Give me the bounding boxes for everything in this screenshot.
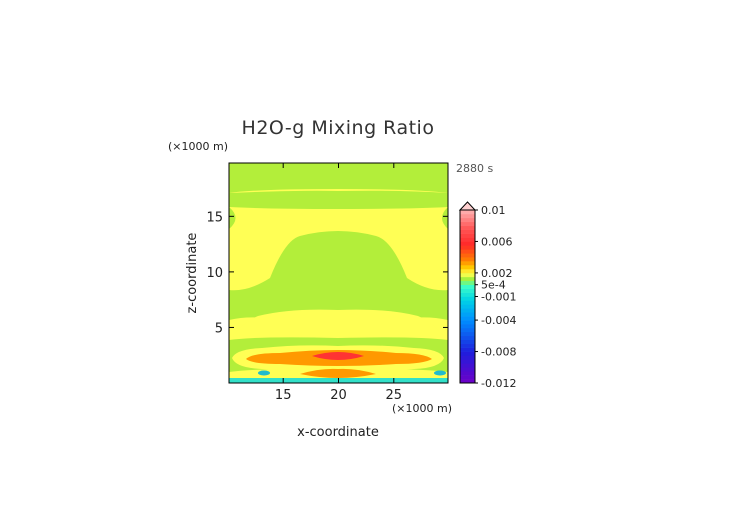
colorbar-swatch [460,284,475,289]
field-region-left-lobe [229,207,236,229]
colorbar-label: 0.006 [481,235,513,248]
colorbar-swatch [460,371,475,376]
colorbar-swatch [460,367,475,372]
colorbar-swatch [460,292,475,297]
colorbar-label: -0.004 [481,314,516,327]
x-tick-label: 25 [386,388,403,403]
field-region-dome [229,231,448,320]
field-region-cyan-left [258,370,270,376]
colorbar-swatch [460,375,475,380]
colorbar-swatch [460,343,475,348]
colorbar-swatch [460,339,475,344]
y-axis-label: z-coordinate [185,233,200,314]
colorbar-swatch [460,312,475,317]
colorbar-swatch [460,245,475,250]
y-axis: 5 10 15 [206,210,448,336]
colorbar-swatch [460,359,475,364]
colorbar-swatch [460,217,475,223]
colorbar-swatch [460,335,475,341]
field-region-top-bump [310,163,366,174]
field-region-red-core [312,352,364,360]
field-region-right-lobe [442,207,448,229]
colorbar-swatch [460,280,475,286]
colorbar-swatch [460,268,475,274]
field-region-inner-yellow [232,309,444,342]
colorbar-swatch [460,233,475,238]
colorbar-swatch [460,229,475,234]
colorbar-swatch [460,300,475,305]
colorbar-swatch [460,351,475,356]
x-scale-note: (×1000 m) [392,402,452,415]
colorbar-swatch [460,316,475,321]
colorbar-swatch [460,347,475,352]
time-label: 2880 s [456,162,493,175]
x-tick-label: 20 [330,388,347,403]
colorbar-swatch [460,210,475,215]
colorbar-swatch [460,241,475,246]
field-region-upper-band [229,190,448,209]
colorbar-label: -0.012 [481,377,516,390]
colorbar-swatch [460,296,475,301]
chart-title: H2O-g Mixing Ratio [242,117,435,139]
colorbar-label: -0.001 [481,291,516,304]
colorbar-swatch [460,331,475,337]
field-region-cyan-right [434,370,446,376]
colorbar-label: 5e-4 [481,279,506,292]
colorbar-swatch [460,288,475,293]
colorbar-max-arrow [458,201,477,211]
x-tick-label: 15 [275,388,292,403]
field-region-top-band [229,163,448,193]
colorbar-swatch [460,265,475,270]
colorbar-swatch [460,261,475,266]
colorbar-swatch [460,213,475,219]
colorbar-swatch [460,304,475,309]
colorbar-label: 0.002 [481,267,513,280]
field-region-bottom-orange [300,368,376,378]
y-tick-label: 5 [215,321,223,336]
colorbar-swatch [460,272,475,278]
colorbar-swatch [460,379,475,384]
colorbar-swatch [460,221,475,227]
y-tick-label: 10 [206,266,223,281]
colorbar-swatch [460,276,475,282]
y-scale-note: (×1000 m) [168,140,228,153]
y-tick-label: 15 [206,210,223,225]
colorbar-swatch [460,257,475,262]
colorbar-swatch [460,327,475,333]
colorbar-swatch [460,363,475,368]
colorbar-swatch [460,253,475,258]
x-axis: 15 20 25 [275,163,402,403]
colorbar-label: 0.01 [481,204,506,217]
colorbar-swatch [460,237,475,242]
colorbar-swatch [460,225,475,230]
x-axis-label: x-coordinate [297,425,379,440]
colorbar-swatch [460,324,475,329]
colorbar-swatch [460,320,475,325]
plot-area [228,162,449,384]
colorbar-swatch [460,355,475,360]
colorbar-label: -0.008 [481,346,516,359]
colorbar-swatch [460,249,475,254]
colorbar-swatch [460,308,475,313]
